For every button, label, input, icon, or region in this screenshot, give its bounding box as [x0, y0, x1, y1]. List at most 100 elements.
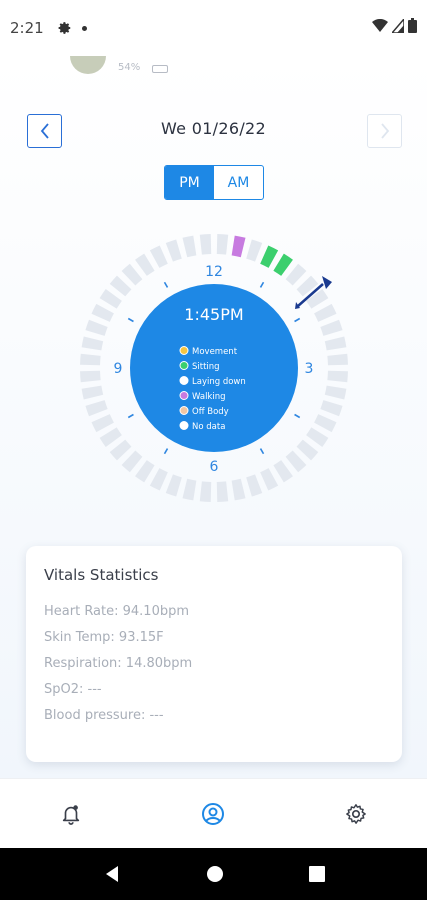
pm-toggle-button[interactable]: PM: [165, 166, 214, 199]
activity-segment: [85, 319, 108, 336]
vital-spo2: SpO2: ---: [44, 682, 102, 697]
activity-segment: [109, 439, 132, 461]
legend-dot: [179, 406, 189, 415]
nav-notifications-button[interactable]: [41, 789, 101, 839]
am-toggle-button[interactable]: AM: [227, 174, 250, 191]
legend-dot: [179, 421, 189, 430]
hour-tick: [163, 281, 169, 288]
settings-status-icon: [58, 22, 70, 34]
hour-tick: [294, 317, 301, 323]
activity-segment: [81, 385, 104, 400]
activity-ring: [80, 234, 348, 502]
signal-icon: [392, 18, 404, 33]
hour-label-6: 6: [210, 459, 219, 475]
battery-icon: [408, 18, 417, 33]
avatar: [70, 56, 106, 74]
activity-segment: [135, 253, 155, 276]
activity-segment: [314, 414, 337, 433]
activity-segment: [231, 478, 246, 501]
activity-segment: [165, 474, 182, 497]
activity-segment: [149, 245, 168, 268]
clock-face: [130, 284, 298, 452]
activity-segment: [324, 385, 347, 400]
back-icon[interactable]: [103, 865, 121, 883]
notification-dot-icon: [81, 25, 87, 31]
hour-tick: [259, 448, 265, 455]
profile-icon: [202, 802, 225, 825]
activity-segment: [99, 427, 122, 447]
activity-segment: [327, 353, 348, 366]
nav-profile-button[interactable]: [183, 789, 243, 839]
battery-small-icon: [152, 65, 169, 73]
activity-segment: [80, 370, 101, 383]
activity-segment: [199, 481, 212, 502]
activity-segment: [149, 468, 168, 491]
hour-tick: [127, 413, 134, 419]
legend-label: Movement: [192, 347, 238, 357]
activity-segment: [285, 263, 307, 286]
activity-segment: [306, 289, 329, 309]
vital-heart-rate: Heart Rate: 94.10bpm: [44, 604, 190, 619]
vital-skin-temp: Skin Temp: 93.15F: [44, 630, 164, 645]
hour-ticks: [127, 281, 301, 455]
activity-segment: [246, 239, 263, 262]
legend-dot: [179, 376, 189, 385]
home-icon[interactable]: [206, 865, 224, 883]
activity-segment: [246, 474, 263, 497]
hour-label-3: 3: [305, 361, 314, 377]
activity-clock-svg: 12 3 6 9 1:45PM Movement Sitting Laying do…: [80, 234, 348, 502]
hour-label-9: 9: [114, 361, 123, 377]
vitals-statistics-card: Vitals Statistics Heart Rate: 94.10bpm S…: [26, 546, 402, 762]
activity-segment: [121, 450, 143, 473]
activity-segment: [182, 478, 197, 501]
period-toggle: PM AM: [164, 165, 264, 200]
notification-bell-icon: [62, 804, 80, 825]
activity-segment: [216, 481, 229, 502]
legend-label: Laying down: [192, 377, 246, 387]
profile-status-text: 54%: [118, 62, 141, 73]
activity-segment: [199, 234, 212, 255]
current-time: 1:45PM: [184, 305, 243, 324]
vital-blood-pressure: Blood pressure: ---: [44, 708, 164, 723]
activity-legend: Movement Sitting Laying down Walking Off Bod…: [179, 346, 246, 432]
hour-tick: [127, 317, 134, 323]
system-navigation-bar: [0, 848, 427, 900]
activity-segment: [306, 427, 329, 447]
activity-segment: [324, 336, 347, 351]
activity-segment: [260, 245, 279, 268]
activity-segment: [85, 400, 108, 417]
activity-segment: [99, 289, 122, 309]
activity-segment: [273, 460, 293, 483]
activity-segment: [320, 400, 343, 417]
activity-segment: [285, 450, 307, 473]
activity-segment: [165, 239, 182, 262]
activity-segment: [182, 235, 197, 258]
activity-segment: [231, 235, 246, 258]
hour-tick: [163, 448, 169, 455]
vital-respiration: Respiration: 14.80bpm: [44, 656, 193, 671]
hour-tick: [294, 413, 301, 419]
vitals-title: Vitals Statistics: [44, 566, 159, 584]
activity-segment: [135, 460, 155, 483]
activity-segment: [260, 468, 279, 491]
legend-label: Walking: [192, 392, 226, 402]
legend-dot: [179, 361, 189, 370]
chevron-right-icon: [380, 123, 389, 139]
legend-label: Sitting: [192, 362, 220, 372]
profile-header-peek: 54%: [70, 56, 169, 80]
activity-segment: [273, 253, 293, 276]
activity-segment: [327, 370, 348, 383]
nav-settings-button[interactable]: [326, 789, 386, 839]
recents-icon[interactable]: [308, 866, 325, 882]
selected-date: We 01/26/22: [161, 119, 266, 138]
status-right: [372, 18, 417, 33]
activity-segment: [216, 234, 229, 255]
activity-segment: [91, 414, 114, 433]
activity-segment: [81, 336, 104, 351]
hour-tick: [259, 281, 265, 288]
legend-dot: [179, 346, 189, 355]
next-day-button[interactable]: [367, 114, 402, 148]
hour-label-12: 12: [205, 264, 223, 280]
status-bar: 2:21: [0, 0, 427, 56]
previous-day-button[interactable]: [27, 114, 62, 148]
